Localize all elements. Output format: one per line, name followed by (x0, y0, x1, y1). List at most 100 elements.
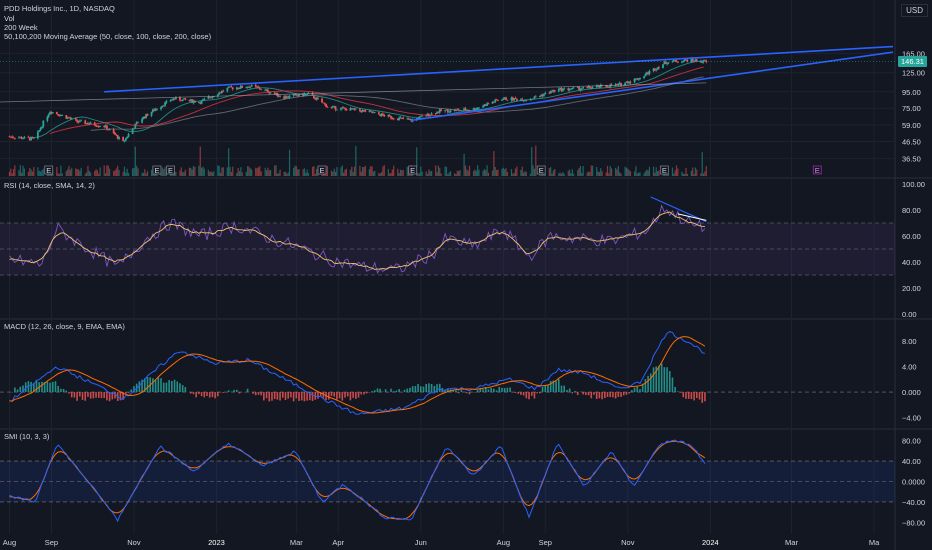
candle-body (510, 97, 513, 101)
candle-body (288, 95, 291, 98)
candle-body (254, 84, 257, 87)
y-tick-label: 100.00 (902, 180, 925, 189)
y-tick-label: 80.00 (902, 206, 921, 215)
volume-bar (238, 171, 241, 176)
macd-histogram-bar (704, 392, 706, 402)
candle-body (637, 79, 640, 81)
candle-body (543, 94, 545, 96)
candle-body (685, 59, 687, 61)
candle-body (322, 102, 325, 104)
volume-bar (544, 173, 546, 176)
candle-body (160, 107, 162, 110)
candle-body (70, 117, 73, 119)
macd-histogram-bar (368, 392, 371, 393)
candle-body (497, 100, 499, 102)
volume-bar (160, 173, 162, 176)
volume-bar (705, 166, 707, 176)
macd-histogram-bar (517, 392, 520, 394)
macd-histogram-bar (322, 392, 325, 398)
macd-histogram-bar (214, 392, 216, 399)
candle-body (421, 115, 424, 117)
earnings-marker-label: E (815, 166, 820, 175)
candle-body (230, 86, 233, 88)
candle-body (653, 68, 656, 71)
volume-bar (188, 167, 191, 176)
week-label: 200 Week (4, 23, 38, 32)
moving-average-200 (90, 76, 704, 131)
macd-histogram-bar (108, 392, 111, 402)
candle-body (482, 105, 484, 108)
price-tick-label: 125.00 (902, 69, 925, 78)
macd-histogram-bar (476, 390, 479, 393)
volume-bar (495, 170, 498, 176)
candle-body (321, 98, 323, 103)
candle-body (184, 98, 187, 100)
volume-bar (449, 171, 452, 176)
candle-body (463, 108, 465, 111)
volume-bar (98, 173, 100, 176)
macd-histogram-bar (260, 392, 262, 396)
volume-bar (172, 173, 174, 176)
candle-body (231, 87, 234, 90)
candle-body (586, 87, 589, 88)
macd-histogram-bar (22, 385, 24, 393)
candle-body (200, 100, 203, 104)
macd-histogram-bar (687, 392, 690, 399)
earnings-marker (536, 165, 546, 175)
macd-histogram-bar (217, 392, 219, 397)
volume-bar (551, 173, 553, 176)
volume-bar (107, 165, 109, 176)
candle-body (257, 87, 260, 88)
volume-bar (146, 171, 149, 176)
volume-bar (10, 168, 12, 176)
volume-bar (371, 166, 373, 176)
candle-body (89, 122, 92, 124)
x-tick-label: Nov (621, 538, 635, 547)
candle-body (617, 83, 620, 85)
candle-body (486, 103, 488, 106)
macd-histogram-bar (179, 383, 181, 393)
candle-body (552, 90, 555, 92)
candle-body (174, 97, 177, 100)
currency-label[interactable]: USD (901, 4, 928, 17)
volume-bar (696, 169, 698, 176)
macd-histogram-bar (341, 392, 344, 401)
volume-bar (41, 170, 43, 176)
candle-body (134, 123, 137, 129)
volume-bar (608, 173, 610, 176)
volume-bar (11, 173, 13, 176)
volume-bar (56, 166, 58, 176)
x-tick-label: Sep (45, 538, 58, 547)
volume-bar (548, 168, 550, 176)
volume-bar (351, 166, 353, 176)
volume-bar (628, 170, 630, 176)
macd-histogram-bar (701, 392, 704, 403)
volume-bar (619, 172, 621, 176)
volume-bar (391, 169, 393, 176)
macd-histogram-bar (271, 392, 273, 401)
volume-bar (521, 166, 523, 176)
candle-body (529, 99, 532, 101)
candle-body (644, 74, 647, 77)
volume-bar (387, 168, 389, 176)
volume-bar (359, 165, 361, 176)
macd-histogram-bar (433, 385, 436, 393)
candle-body (326, 106, 329, 108)
macd-histogram-bar (693, 392, 695, 401)
candle-body (590, 88, 593, 89)
candle-body (227, 86, 230, 89)
volume-bar (382, 166, 384, 176)
macd-histogram-bar (379, 388, 382, 393)
volume-bar (270, 169, 272, 176)
candle-body (645, 72, 648, 75)
candle-body (181, 99, 184, 102)
candle-body (47, 114, 50, 117)
volume-bar (33, 167, 35, 176)
macd-histogram-bar (460, 390, 463, 393)
macd-line (9, 331, 706, 415)
candle-body (371, 111, 373, 113)
volume-bar (150, 169, 153, 176)
volume-bar (694, 167, 697, 176)
volume-bar (491, 170, 494, 176)
